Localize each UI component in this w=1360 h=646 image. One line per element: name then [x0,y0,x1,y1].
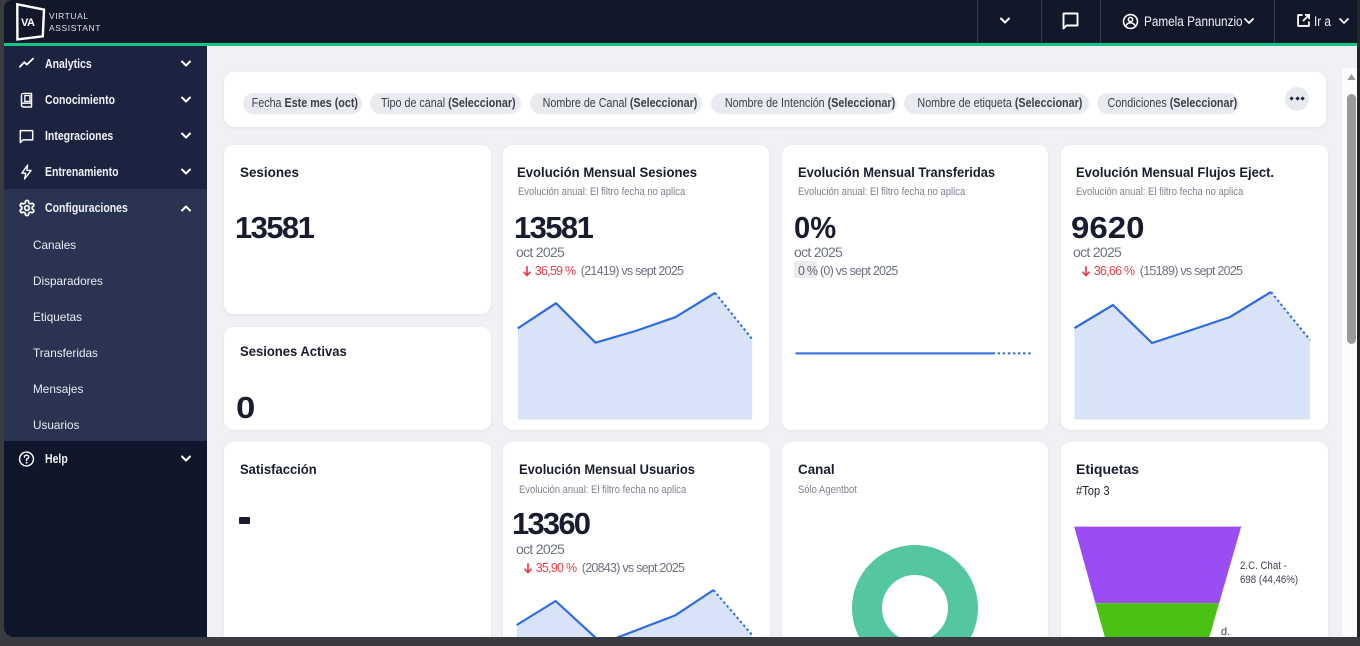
svg-text:VA: VA [21,17,35,29]
